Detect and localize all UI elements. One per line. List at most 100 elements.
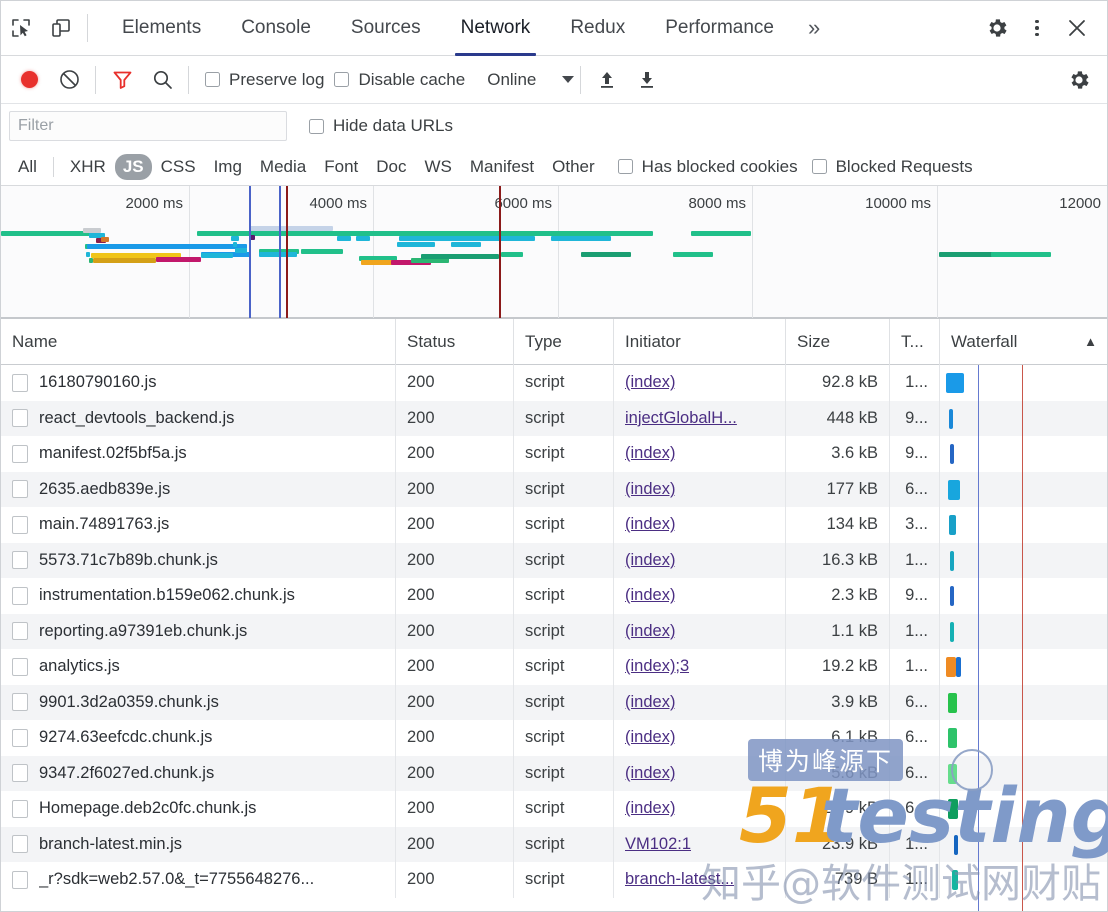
cell-initiator[interactable]: (index);3 [614, 649, 786, 685]
cell-name[interactable]: manifest.02f5bf5a.js [1, 436, 396, 472]
checkbox-box[interactable] [309, 118, 324, 134]
cell-initiator[interactable]: (index) [614, 684, 786, 720]
cell-name[interactable]: instrumentation.b159e062.chunk.js [1, 578, 396, 614]
cell-name[interactable]: 5573.71c7b89b.chunk.js [1, 542, 396, 578]
import-har-icon[interactable] [587, 60, 627, 100]
row-checkbox[interactable] [12, 586, 28, 605]
cell-name[interactable]: 9901.3d2a0359.chunk.js [1, 684, 396, 720]
cell-waterfall[interactable] [940, 507, 1107, 543]
cell-initiator[interactable]: (index) [614, 436, 786, 472]
cell-name[interactable]: branch-latest.min.js [1, 826, 396, 862]
cell-waterfall[interactable] [940, 401, 1107, 437]
column-header-name[interactable]: Name [1, 318, 396, 365]
export-har-icon[interactable] [627, 60, 667, 100]
network-overview-timeline[interactable]: 2000 ms 4000 ms 6000 ms 8000 ms 10000 ms 1200… [1, 186, 1107, 319]
initiator-link[interactable]: injectGlobalH... [625, 408, 737, 427]
checkbox-box[interactable] [334, 72, 350, 87]
initiator-link[interactable]: VM102:1 [625, 834, 692, 853]
type-filter-font[interactable]: Font [324, 156, 359, 176]
cell-initiator[interactable]: (index) [614, 791, 786, 827]
column-header-waterfall[interactable]: Waterfall ▲ [940, 319, 1107, 365]
initiator-link[interactable]: (index) [625, 444, 676, 463]
table-row[interactable]: instrumentation.b159e062.chunk.js 200 scri… [1, 578, 1107, 614]
type-filter-xhr[interactable]: XHR [69, 156, 106, 176]
table-row[interactable]: main.74891763.js 200 script (index) 134 kB 3.… [1, 507, 1107, 543]
initiator-link[interactable]: (index);3 [625, 657, 690, 676]
tab-console[interactable]: Console [221, 1, 331, 56]
table-row[interactable]: react_devtools_backend.js 200 script inject… [1, 400, 1107, 437]
cell-name[interactable]: main.74891763.js [1, 507, 396, 543]
row-checkbox[interactable] [12, 622, 28, 641]
type-filter-other[interactable]: Other [552, 156, 595, 176]
cell-initiator[interactable]: (index) [614, 507, 786, 543]
column-header-initiator[interactable]: Initiator [614, 318, 786, 365]
tab-network[interactable]: Network [441, 1, 551, 56]
has-blocked-cookies-checkbox[interactable]: Has blocked cookies [617, 157, 798, 177]
cell-initiator[interactable]: (index) [614, 613, 786, 649]
cell-waterfall[interactable] [940, 791, 1107, 827]
table-row[interactable]: manifest.02f5bf5a.js 200 script (index) 3.6 … [1, 436, 1107, 472]
table-row[interactable]: branch-latest.min.js 200 script VM102:1 23.9… [1, 826, 1107, 863]
cell-waterfall[interactable] [940, 472, 1107, 508]
checkbox-box[interactable] [811, 159, 827, 174]
table-row[interactable]: _r?sdk=web2.57.0&_t=7755648276... 200 scri… [1, 862, 1107, 898]
table-row[interactable]: 9901.3d2a0359.chunk.js 200 script (index) 3.… [1, 684, 1107, 720]
table-row[interactable]: 9347.2f6027ed.chunk.js 200 script (index) 5.… [1, 755, 1107, 792]
search-icon[interactable] [142, 60, 182, 100]
table-row[interactable]: reporting.a97391eb.chunk.js 200 script (ind… [1, 613, 1107, 650]
cell-waterfall[interactable] [940, 614, 1107, 650]
cell-waterfall[interactable] [940, 827, 1107, 863]
row-checkbox[interactable] [12, 870, 28, 889]
type-filter-doc[interactable]: Doc [376, 156, 407, 176]
column-header-size[interactable]: Size [786, 318, 890, 365]
cell-initiator[interactable]: injectGlobalH... [614, 400, 786, 436]
checkbox-box[interactable] [617, 159, 633, 174]
tab-redux[interactable]: Redux [550, 1, 645, 56]
preserve-log-checkbox[interactable]: Preserve log [205, 70, 324, 90]
cell-initiator[interactable]: VM102:1 [614, 826, 786, 862]
blocked-requests-checkbox[interactable]: Blocked Requests [811, 157, 973, 177]
initiator-link[interactable]: (index) [625, 799, 676, 818]
cell-name[interactable]: Homepage.deb2c0fc.chunk.js [1, 791, 396, 827]
checkbox-box[interactable] [205, 72, 220, 87]
type-filter-js[interactable]: JS [114, 153, 152, 180]
initiator-link[interactable]: (index) [625, 621, 676, 640]
row-checkbox[interactable] [12, 551, 28, 570]
table-row[interactable]: 5573.71c7b89b.chunk.js 200 script (index) 16… [1, 542, 1107, 578]
type-filter-img[interactable]: Img [213, 156, 242, 176]
row-checkbox[interactable] [12, 764, 28, 783]
cell-initiator[interactable]: (index) [614, 365, 786, 401]
hide-data-urls-checkbox[interactable]: Hide data URLs [309, 116, 453, 136]
table-row[interactable]: 16180790160.js 200 script (index) 92.8 kB 1..… [1, 365, 1107, 401]
cell-name[interactable]: 9274.63eefcdc.chunk.js [1, 720, 396, 756]
cell-initiator[interactable]: (index) [614, 471, 786, 507]
type-filter-media[interactable]: Media [259, 156, 307, 176]
cell-waterfall[interactable] [940, 756, 1107, 792]
table-row[interactable]: 2635.aedb839e.js 200 script (index) 177 kB 6.… [1, 471, 1107, 508]
row-checkbox[interactable] [12, 373, 28, 392]
initiator-link[interactable]: (index) [625, 763, 676, 782]
inspect-element-icon[interactable] [1, 8, 41, 48]
more-tabs-button[interactable]: » [808, 15, 821, 40]
tab-sources[interactable]: Sources [331, 1, 441, 56]
cell-name[interactable]: _r?sdk=web2.57.0&_t=7755648276... [1, 862, 396, 898]
gear-icon[interactable] [977, 8, 1017, 48]
more-vertical-icon[interactable] [1017, 8, 1057, 48]
cell-waterfall[interactable] [940, 649, 1107, 685]
row-checkbox[interactable] [12, 657, 28, 676]
row-checkbox[interactable] [12, 480, 28, 499]
type-filter-all[interactable]: All [18, 156, 37, 176]
cell-name[interactable]: analytics.js [1, 649, 396, 685]
column-header-status[interactable]: Status [396, 318, 514, 365]
row-checkbox[interactable] [12, 728, 28, 747]
initiator-link[interactable]: branch-latest... [625, 870, 735, 889]
initiator-link[interactable]: (index) [625, 692, 676, 711]
close-icon[interactable] [1057, 8, 1097, 48]
type-filter-manifest[interactable]: Manifest [469, 156, 535, 176]
initiator-link[interactable]: (index) [625, 550, 676, 569]
initiator-link[interactable]: (index) [625, 479, 676, 498]
cell-name[interactable]: 9347.2f6027ed.chunk.js [1, 755, 396, 791]
cell-waterfall[interactable] [940, 578, 1107, 614]
initiator-link[interactable]: (index) [625, 728, 676, 747]
cell-waterfall[interactable] [940, 720, 1107, 756]
